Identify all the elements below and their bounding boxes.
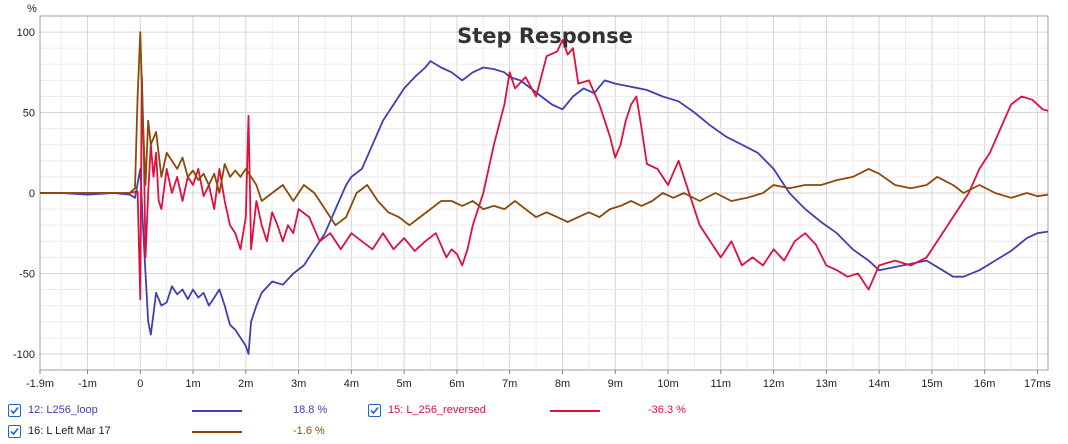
legend-value: -1.6 % bbox=[293, 425, 325, 437]
x-tick-label: 16m bbox=[974, 378, 995, 390]
step-response-chart: -1.9m -1m 0 1m 2m 3m 4m 5m 6m 7m 8m 9m 10m 11m 12m 13m 1… bbox=[0, 0, 1068, 400]
legend-value: -36.3 % bbox=[648, 404, 686, 416]
x-tick-label: 6m bbox=[449, 378, 464, 390]
x-tick-label: 4m bbox=[344, 378, 359, 390]
legend-entry: 12: L256_loop 18.8 % bbox=[8, 404, 348, 422]
x-tick-label: 13m bbox=[816, 378, 837, 390]
series-visibility-checkbox[interactable] bbox=[8, 404, 21, 417]
chart-background bbox=[0, 0, 1068, 400]
y-tick-label: 100 bbox=[17, 27, 35, 39]
legend-line-swatch bbox=[550, 410, 600, 412]
legend-line-swatch bbox=[192, 431, 242, 433]
x-tick-label: 8m bbox=[555, 378, 570, 390]
y-axis: 100 50 0 -50 -100 bbox=[13, 27, 35, 361]
legend-value: 18.8 % bbox=[293, 404, 328, 416]
x-tick-label: 15m bbox=[921, 378, 942, 390]
x-tick-label: 10m bbox=[657, 378, 678, 390]
x-tick-label: -1.9m bbox=[26, 378, 54, 390]
legend-label: 12: L256_loop bbox=[28, 404, 98, 416]
series-lines bbox=[40, 31, 1049, 355]
x-tick-label: 14m bbox=[868, 378, 889, 390]
y-tick-label: -100 bbox=[13, 349, 35, 361]
x-tick-label: 2m bbox=[238, 378, 253, 390]
series-line-3 bbox=[40, 31, 1049, 227]
x-tick-label: 7m bbox=[502, 378, 517, 390]
checkmark-icon bbox=[10, 427, 19, 436]
x-tick-label: 3m bbox=[291, 378, 306, 390]
x-tick-label: 12m bbox=[763, 378, 784, 390]
series-line-2 bbox=[40, 39, 1049, 301]
x-tick-label: 0 bbox=[137, 378, 143, 390]
grid bbox=[40, 16, 1048, 370]
x-tick-label: 17ms bbox=[1024, 378, 1051, 390]
legend-label: 15: L_256_reversed bbox=[388, 404, 486, 416]
x-axis: -1.9m -1m 0 1m 2m 3m 4m 5m 6m 7m 8m 9m 10m 11m 12m 13m 1… bbox=[26, 370, 1051, 390]
x-tick-label: 1m bbox=[185, 378, 200, 390]
y-tick-label: 50 bbox=[23, 108, 35, 120]
checkmark-icon bbox=[10, 406, 19, 415]
legend-entry: 16: L Left Mar 17 -1.6 % bbox=[8, 425, 348, 443]
legend-entry: 15: L_256_reversed -36.3 % bbox=[368, 404, 708, 422]
chart-title: Step Response bbox=[457, 24, 633, 48]
x-tick-label: 9m bbox=[608, 378, 623, 390]
x-tick-label: 11m bbox=[710, 378, 731, 390]
series-visibility-checkbox[interactable] bbox=[368, 404, 381, 417]
series-visibility-checkbox[interactable] bbox=[8, 425, 21, 438]
legend-line-swatch bbox=[192, 410, 242, 412]
legend-label: 16: L Left Mar 17 bbox=[28, 425, 111, 437]
series-line-1 bbox=[40, 60, 1049, 355]
x-tick-label: -1m bbox=[78, 378, 97, 390]
checkmark-icon bbox=[370, 406, 379, 415]
x-tick-label: 5m bbox=[397, 378, 412, 390]
y-tick-label: 0 bbox=[29, 188, 35, 200]
y-unit-label: % bbox=[27, 3, 37, 15]
y-tick-label: -50 bbox=[19, 268, 35, 280]
